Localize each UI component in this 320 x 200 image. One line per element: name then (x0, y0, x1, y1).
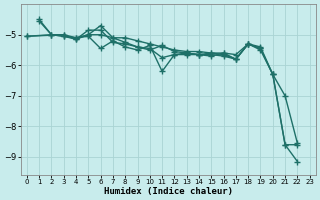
X-axis label: Humidex (Indice chaleur): Humidex (Indice chaleur) (104, 187, 233, 196)
